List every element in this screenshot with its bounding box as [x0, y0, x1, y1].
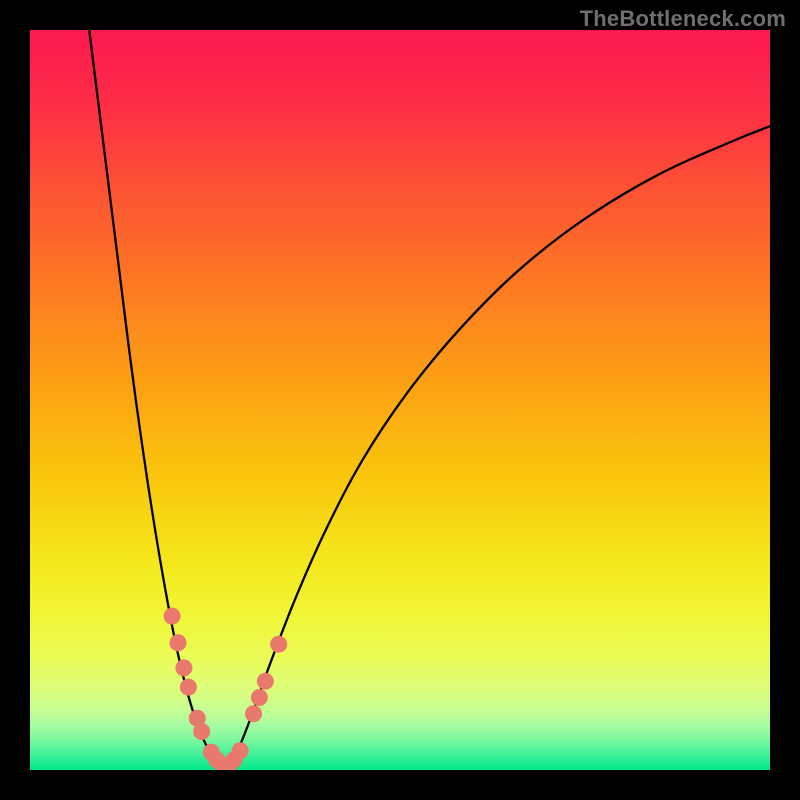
bottleneck-chart [0, 0, 800, 800]
marker-point [257, 673, 274, 690]
marker-point [270, 636, 287, 653]
marker-point [164, 608, 181, 625]
marker-point [193, 723, 210, 740]
marker-point [175, 659, 192, 676]
marker-point [232, 742, 249, 759]
marker-point [251, 689, 268, 706]
marker-point [245, 705, 262, 722]
chart-container: TheBottleneck.com [0, 0, 800, 800]
watermark-text: TheBottleneck.com [580, 6, 786, 32]
plot-background [30, 30, 770, 770]
marker-point [180, 679, 197, 696]
marker-point [170, 634, 187, 651]
